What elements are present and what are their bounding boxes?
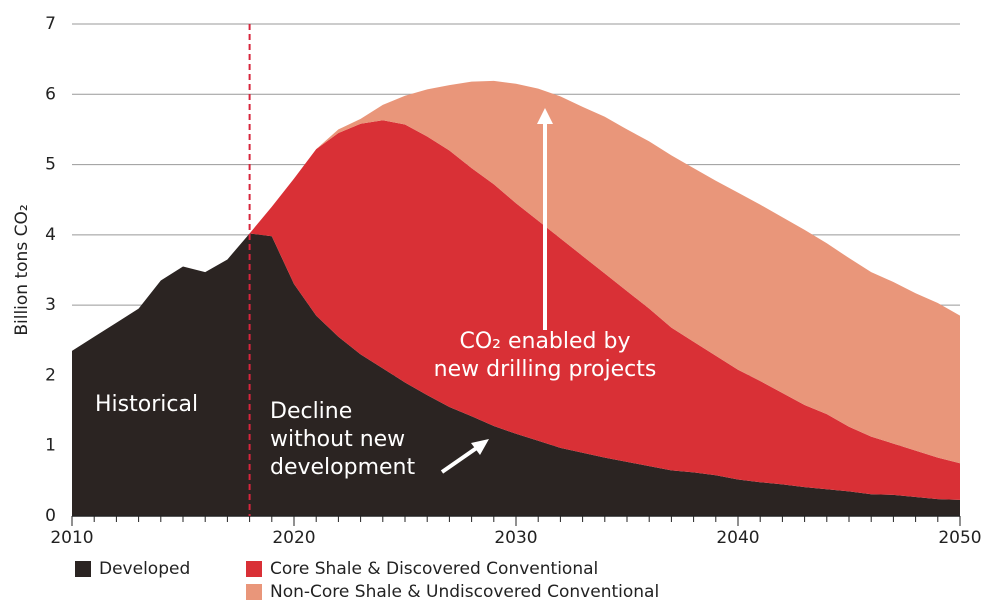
legend-label: Non-Core Shale & Undiscovered Convention… [270, 582, 659, 601]
annotation: new drilling projects [434, 357, 657, 382]
y-tick-label: 1 [45, 436, 56, 456]
x-tick-label: 2050 [938, 528, 981, 548]
y-tick-label: 4 [45, 225, 56, 245]
y-tick-label: 0 [45, 506, 56, 526]
foreground: 0 1 2 3 4 5 6 7 2010 2020 2030 2040 2050 Historical De… [45, 14, 981, 602]
x-tick-label: 2040 [716, 528, 759, 548]
arrow-head [537, 108, 553, 124]
legend-swatch [246, 561, 262, 577]
legend-swatch [75, 561, 91, 577]
legend-label: Developed [99, 559, 190, 579]
x-tick-label: 2010 [50, 528, 93, 548]
y-tick-label: 6 [45, 84, 56, 104]
annotation: Decline [270, 399, 352, 424]
arrow-diag [440, 445, 480, 474]
annotation: Historical [95, 392, 198, 417]
annotation: without new [270, 427, 405, 452]
annotation: CO₂ enabled by [459, 329, 630, 354]
arrow-head [471, 439, 489, 455]
area [72, 80, 960, 464]
area [72, 120, 960, 500]
y-axis-label: Billion tons CO₂ [12, 204, 32, 335]
x-tick-label: 2020 [272, 528, 315, 548]
arrows [440, 108, 553, 474]
y-tick-label: 3 [45, 295, 56, 315]
area [72, 233, 960, 517]
y-tick-label: 2 [45, 365, 56, 385]
areas [72, 80, 960, 517]
y-tick-label: 7 [45, 14, 56, 34]
legend-label: Core Shale & Discovered Conventional [270, 559, 598, 579]
annotation: development [270, 455, 416, 480]
y-tick-label: 5 [45, 155, 56, 175]
legend-swatch [246, 584, 262, 600]
x-tick-label: 2030 [494, 528, 537, 548]
